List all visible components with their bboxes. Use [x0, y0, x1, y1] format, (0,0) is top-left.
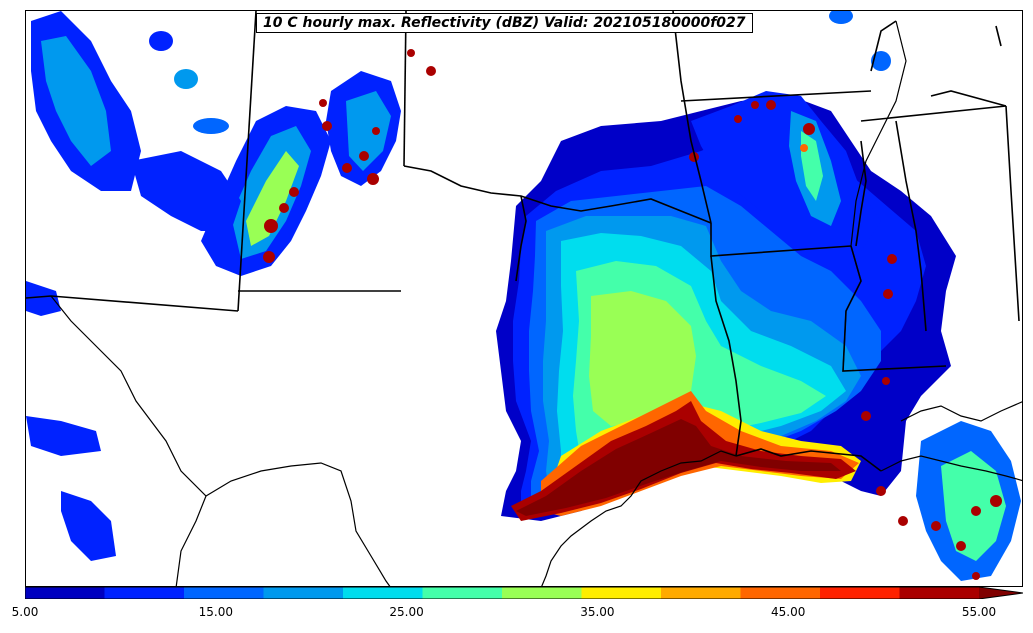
- colorbar-segment: [502, 587, 582, 599]
- colorbar-segment: [104, 587, 185, 599]
- colorbar-segment: [263, 587, 344, 599]
- map-title: 10 C hourly max. Reflectivity (dBZ) Vali…: [256, 13, 753, 33]
- colorbar-segment: [581, 587, 662, 599]
- colorbar-outline: [25, 587, 1023, 599]
- reflectivity-field-northeast: [689, 91, 897, 299]
- colorbar-tick-label: 5.00: [11, 605, 39, 619]
- colorbar: [25, 587, 1023, 599]
- map-panel: [25, 10, 1023, 587]
- colorbar-tick-label: 55.00: [961, 605, 997, 619]
- colorbar-segment: [899, 587, 980, 599]
- colorbar-segment: [184, 587, 264, 599]
- colorbar-segment: [25, 587, 105, 599]
- state-boundaries: [26, 11, 1020, 472]
- colorbar-segment: [422, 587, 503, 599]
- colorbar-segment: [740, 587, 821, 599]
- coastlines-borders: [50, 295, 1022, 586]
- colorbar-segment: [343, 587, 423, 599]
- mississippi-river: [842, 20, 907, 372]
- reflectivity-field-main: [496, 96, 956, 521]
- colorbar-tick-label: 25.00: [389, 605, 424, 619]
- colorbar-segment: [661, 587, 741, 599]
- reflectivity-map: [26, 11, 1022, 586]
- colorbar-tick-label: 35.00: [580, 605, 615, 619]
- colorbar-tick-label: 15.00: [198, 605, 233, 619]
- colorbar-tick-label: 45.00: [771, 605, 806, 619]
- colorbar-segment: [820, 587, 900, 599]
- reflectivity-field-northwest: [26, 11, 891, 561]
- colorbar-extend-arrow: [979, 587, 1023, 599]
